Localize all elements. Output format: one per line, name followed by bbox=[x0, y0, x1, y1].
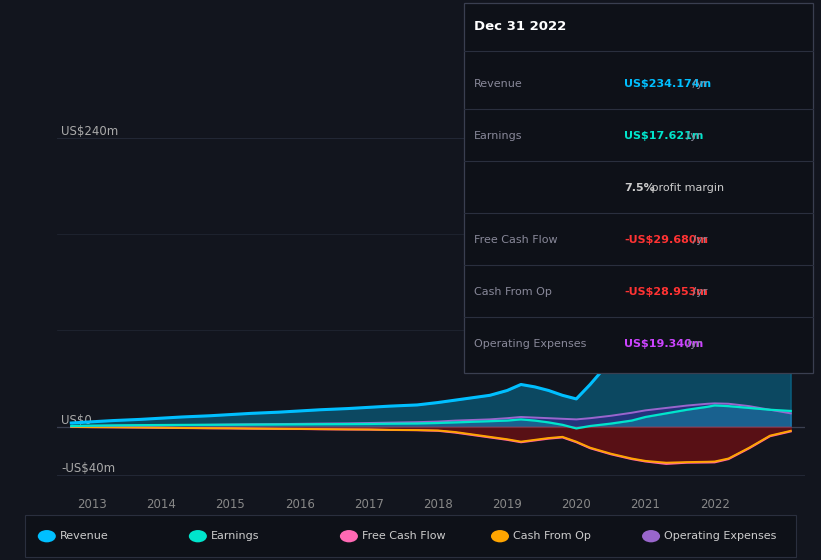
Text: Dec 31 2022: Dec 31 2022 bbox=[474, 20, 566, 33]
Text: /yr: /yr bbox=[689, 235, 708, 245]
Text: Revenue: Revenue bbox=[474, 78, 522, 88]
Text: -US$29.680m: -US$29.680m bbox=[624, 235, 708, 245]
Text: -US$28.953m: -US$28.953m bbox=[624, 287, 708, 297]
Text: profit margin: profit margin bbox=[648, 183, 724, 193]
Text: 7.5%: 7.5% bbox=[624, 183, 654, 193]
Text: Earnings: Earnings bbox=[211, 531, 259, 541]
Text: US$17.621m: US$17.621m bbox=[624, 130, 704, 141]
Text: -US$40m: -US$40m bbox=[62, 462, 115, 475]
Text: US$19.340m: US$19.340m bbox=[624, 339, 704, 349]
Text: Free Cash Flow: Free Cash Flow bbox=[362, 531, 446, 541]
Text: Free Cash Flow: Free Cash Flow bbox=[474, 235, 557, 245]
Text: Revenue: Revenue bbox=[60, 531, 108, 541]
Text: /yr: /yr bbox=[683, 130, 702, 141]
Text: /yr: /yr bbox=[689, 287, 708, 297]
Text: Cash From Op: Cash From Op bbox=[474, 287, 552, 297]
Text: /yr: /yr bbox=[683, 339, 702, 349]
Text: /yr: /yr bbox=[689, 78, 708, 88]
Text: US$234.174m: US$234.174m bbox=[624, 78, 711, 88]
Text: Operating Expenses: Operating Expenses bbox=[664, 531, 777, 541]
Text: Earnings: Earnings bbox=[474, 130, 522, 141]
Text: US$0: US$0 bbox=[62, 414, 92, 427]
Text: Cash From Op: Cash From Op bbox=[513, 531, 591, 541]
Text: US$240m: US$240m bbox=[62, 125, 118, 138]
Text: Operating Expenses: Operating Expenses bbox=[474, 339, 586, 349]
